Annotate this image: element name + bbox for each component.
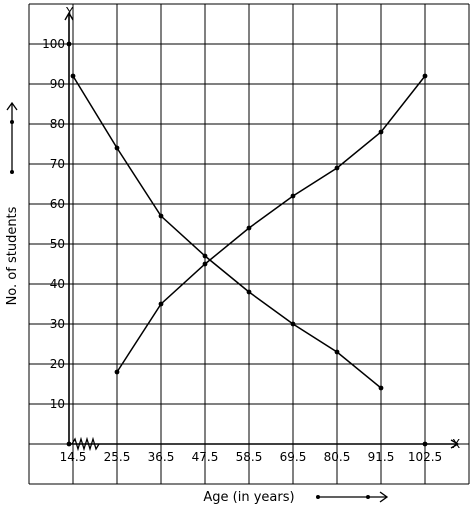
- y-tick-label: 50: [50, 237, 65, 251]
- x-tick-label: 69.5: [280, 450, 307, 464]
- y-tick-labels: 10 20 30 40 50 60 70 80 90 100: [42, 37, 65, 411]
- x-axis-letter: X: [452, 437, 460, 451]
- data-point: [378, 385, 384, 391]
- data-point: [290, 193, 296, 199]
- series-line-1: [72, 75, 382, 389]
- data-point: [246, 225, 252, 231]
- data-point: [202, 253, 208, 259]
- data-point: [246, 289, 252, 295]
- x-tick-label: 80.5: [324, 450, 351, 464]
- x-tick-label: 36.5: [148, 450, 175, 464]
- x-tick-label: 25.5: [104, 450, 131, 464]
- x-tick-label: 91.5: [368, 450, 395, 464]
- y-axis-title: No. of students: [5, 206, 20, 305]
- data-point: [158, 301, 164, 307]
- y-tick-label: 20: [50, 357, 65, 371]
- x-axis-title: Age (in years): [203, 490, 294, 505]
- data-point: [114, 369, 120, 375]
- y-tick-label: 90: [50, 77, 65, 91]
- y-axis-letter: Y: [65, 5, 74, 19]
- y-tick-label: 80: [50, 117, 65, 131]
- data-point: [422, 73, 428, 79]
- y-tick-label: 40: [50, 277, 65, 291]
- data-point: [334, 165, 340, 171]
- y-axis-arrowhead: [64, 11, 74, 21]
- data-point: [378, 129, 384, 135]
- data-point: [70, 73, 76, 79]
- y-tick-label: 30: [50, 317, 65, 331]
- data-point: [334, 349, 340, 355]
- x-tick-label: 14.5: [60, 450, 87, 464]
- series-line-2: [116, 75, 426, 373]
- chart-grid: [28, 3, 470, 485]
- chart-series: [70, 73, 428, 391]
- y-tick-label: 70: [50, 157, 65, 171]
- data-point: [290, 321, 296, 327]
- y-axis-end-point: [66, 41, 72, 47]
- y-tick-label: 60: [50, 197, 65, 211]
- data-point: [158, 213, 164, 219]
- x-axis-arrowhead: [450, 439, 460, 449]
- x-tick-labels: 14.5 25.5 36.5 47.5 58.5 69.5 80.5 91.5 102.5: [60, 450, 443, 464]
- chart-axes: [64, 11, 460, 449]
- y-tick-label: 100: [42, 37, 65, 51]
- x-tick-label: 47.5: [192, 450, 219, 464]
- origin-point: [66, 441, 72, 447]
- y-direction-arrow-icon: [6, 101, 18, 174]
- data-point: [202, 261, 208, 267]
- axis-break-icon: [71, 436, 100, 452]
- x-tick-label: 102.5: [408, 450, 442, 464]
- x-axis-end-point: [422, 441, 428, 447]
- y-tick-label: 10: [50, 397, 65, 411]
- x-tick-label: 58.5: [236, 450, 263, 464]
- data-point: [114, 145, 120, 151]
- x-direction-arrow-icon: [316, 491, 389, 503]
